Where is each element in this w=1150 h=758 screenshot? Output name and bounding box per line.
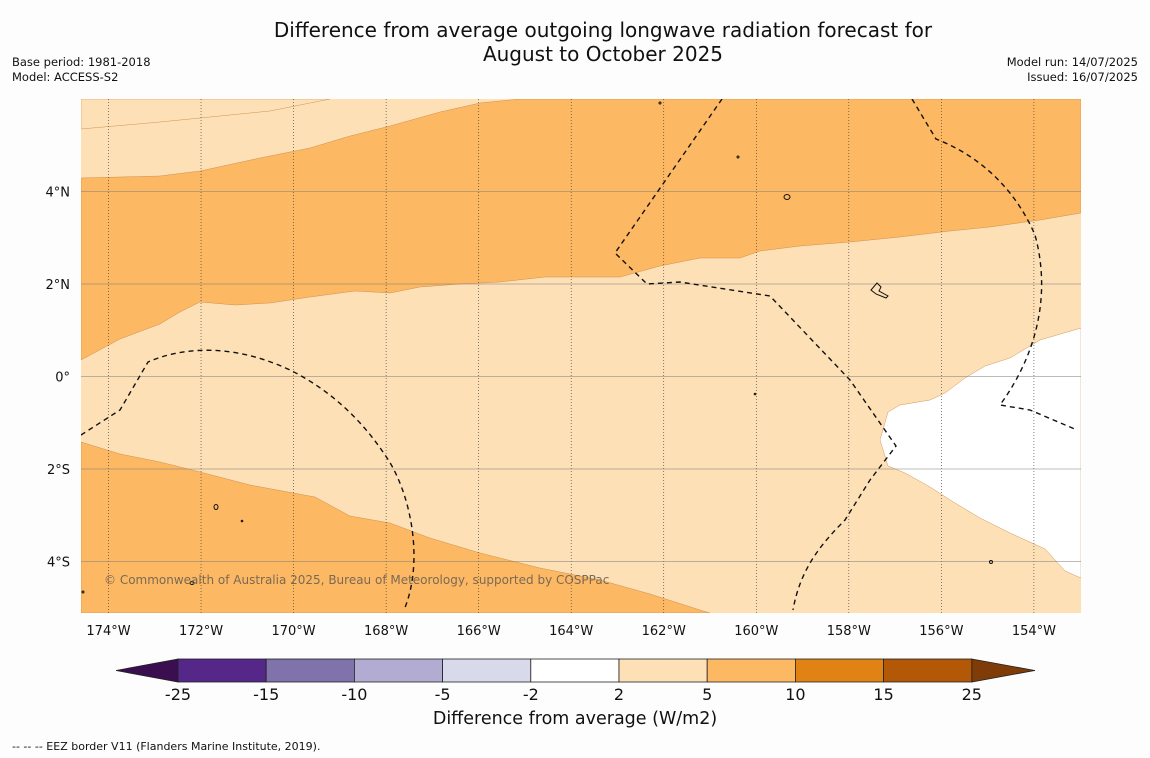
island-outline	[189, 581, 195, 585]
model-run: Model run: 14/07/2025	[1006, 55, 1138, 69]
lon-tick-label: 164°W	[549, 624, 593, 639]
lon-tick-label: 154°W	[1012, 624, 1056, 639]
colorbar-over-arrow	[971, 658, 1036, 683]
island-dot	[736, 155, 740, 159]
lat-tick-label: 0°	[55, 371, 70, 386]
colorbar-swatch	[883, 658, 973, 683]
base-period: Base period: 1981-2018	[12, 55, 151, 69]
island-dot	[753, 392, 757, 396]
anomaly-5-10-north	[81, 99, 1081, 361]
colorbar: -25 -15 -10 -5 -2 2 5 10 15 25	[115, 658, 1036, 704]
anomaly-5-10-south	[81, 441, 711, 613]
colorbar-tick-label: 2	[614, 685, 624, 704]
colorbar-tick-label: 5	[702, 685, 712, 704]
colorbar-swatch	[795, 658, 885, 683]
colorbar-tick-label: -25	[165, 685, 191, 704]
lon-tick-label: 166°W	[457, 624, 501, 639]
map-area: © Commonwealth of Australia 2025, Bureau…	[81, 99, 1081, 613]
colorbar-tick-label: 15	[873, 685, 893, 704]
issued-date: Issued: 16/07/2025	[1027, 70, 1138, 84]
eez-borders	[81, 99, 1078, 611]
colorbar-swatch	[177, 658, 267, 683]
colorbar-under-arrow	[115, 658, 179, 683]
lon-tick-label: 158°W	[827, 624, 871, 639]
model-name: Model: ACCESS-S2	[12, 70, 119, 84]
islands	[81, 101, 993, 594]
island-outline	[870, 282, 889, 299]
island-outline	[989, 560, 993, 564]
chart-title: Difference from average outgoing longwav…	[273, 18, 933, 66]
island-outline	[783, 194, 791, 200]
island-dot	[240, 519, 244, 523]
lat-tick-label: 4°N	[46, 186, 71, 201]
meta-left: Base period: 1981-2018 Model: ACCESS-S2	[12, 55, 151, 85]
island-dot	[81, 590, 85, 594]
lat-tick-label: 2°N	[46, 278, 71, 293]
colorbar-tick-label: -2	[523, 685, 539, 704]
colorbar-label: Difference from average (W/m2)	[432, 709, 718, 729]
eez-border-line	[911, 99, 1078, 431]
meta-right: Model run: 14/07/2025 Issued: 16/07/2025	[1007, 55, 1138, 85]
lon-tick-label: 156°W	[919, 624, 963, 639]
lon-tick-label: 172°W	[179, 624, 223, 639]
island-outline	[213, 504, 219, 510]
colorbar-swatch	[706, 658, 796, 683]
lon-tick-label: 174°W	[86, 624, 130, 639]
eez-border-line	[81, 349, 415, 611]
lon-tick-label: 170°W	[271, 624, 315, 639]
colorbar-tick-label: -15	[253, 685, 279, 704]
colorbar-swatch	[265, 658, 355, 683]
eez-border-line	[614, 99, 897, 611]
colorbar-tick-label: -10	[341, 685, 367, 704]
colorbar-tick-label: 25	[962, 685, 982, 704]
lon-tick-label: 160°W	[734, 624, 778, 639]
lon-tick-label: 162°W	[642, 624, 686, 639]
lat-tick-label: 2°S	[47, 463, 70, 478]
colorbar-tick-label: -5	[435, 685, 451, 704]
colorbar-swatch	[353, 658, 443, 683]
colorbar-swatch	[618, 658, 708, 683]
anomaly-2-5-top-strip	[81, 99, 331, 130]
lon-tick-label: 168°W	[364, 624, 408, 639]
graticule	[81, 99, 1081, 613]
colorbar-tick-label: 10	[785, 685, 805, 704]
eez-legend-note: -- -- -- EEZ border V11 (Flanders Marine…	[12, 740, 321, 753]
colorbar-swatch	[530, 658, 620, 683]
island-dot	[658, 101, 662, 105]
colorbar-swatch	[442, 658, 532, 683]
longitude-axis: 174°W 172°W 170°W 168°W 166°W 164°W 162°W 160°W…	[86, 624, 1056, 639]
anomaly-near-zero-region	[879, 327, 1081, 579]
lat-tick-label: 4°S	[47, 556, 70, 571]
latitude-axis: 4°N 2°N 0° 2°S 4°S	[46, 186, 71, 571]
copyright-notice: © Commonwealth of Australia 2025, Bureau…	[104, 573, 609, 587]
